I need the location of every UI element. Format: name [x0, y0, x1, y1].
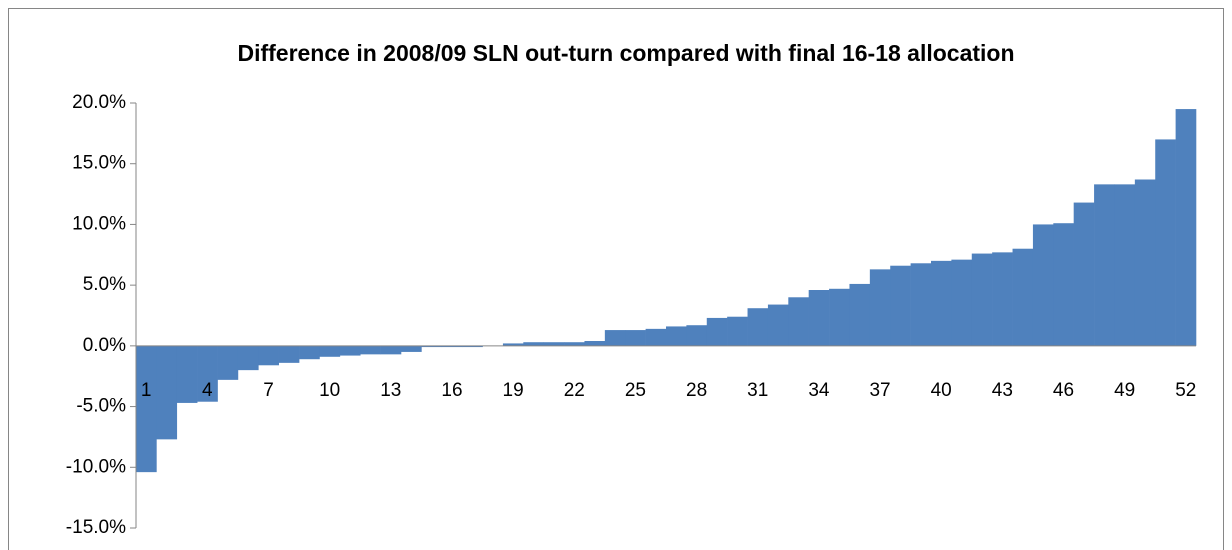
bar [747, 308, 769, 346]
bar [645, 328, 667, 346]
x-tick-label: 22 [564, 380, 585, 401]
bar [278, 345, 300, 363]
bar [197, 345, 218, 402]
bar [421, 345, 443, 348]
bar [523, 342, 544, 346]
chart-title: Difference in 2008/09 SLN out-turn compa… [237, 40, 1014, 66]
x-tick-label: 1 [141, 380, 152, 401]
bar [1134, 179, 1156, 346]
bar [462, 345, 483, 348]
bar [176, 345, 198, 403]
y-tick-label: 0.0% [83, 335, 126, 356]
x-tick-label: 7 [263, 380, 274, 401]
bar [217, 345, 239, 380]
bar [136, 345, 157, 473]
x-tick-label: 46 [1053, 380, 1074, 401]
bar [1053, 223, 1074, 346]
y-tick-label: 10.0% [72, 213, 126, 234]
y-tick-label: 15.0% [72, 153, 126, 174]
x-tick-label: 52 [1175, 380, 1196, 401]
y-tick-label: 20.0% [72, 92, 126, 113]
bar [1032, 224, 1054, 346]
bar [543, 342, 565, 346]
bar [584, 341, 606, 346]
x-tick-label: 13 [380, 380, 401, 401]
bar [1073, 202, 1095, 346]
bar [706, 317, 728, 346]
y-tick-label: -15.0% [66, 517, 126, 538]
x-tick-label: 37 [869, 380, 890, 401]
bar [564, 342, 585, 346]
bar [1175, 109, 1197, 346]
bar [951, 259, 973, 346]
x-tick-label: 28 [686, 380, 707, 401]
x-tick-label: 40 [931, 380, 952, 401]
bar [931, 260, 952, 346]
x-tick-label: 19 [503, 380, 524, 401]
bar [156, 345, 178, 440]
x-tick-label: 4 [202, 380, 213, 401]
y-tick-label: -10.0% [66, 456, 126, 477]
bar [1012, 248, 1034, 346]
y-tick-label: -5.0% [76, 396, 126, 417]
bar [1114, 184, 1136, 346]
bar [401, 345, 422, 352]
bar [971, 253, 993, 346]
bar [686, 325, 708, 346]
bar [441, 345, 463, 348]
y-tick-label: 5.0% [83, 274, 126, 295]
bar [604, 330, 626, 346]
bar [380, 345, 402, 355]
x-tick-label: 25 [625, 380, 646, 401]
bar [319, 345, 341, 357]
bar [788, 297, 809, 346]
bar [890, 265, 911, 346]
bar [1094, 184, 1115, 346]
bar [502, 343, 524, 346]
bar [339, 345, 361, 356]
bar [360, 345, 381, 355]
bar [666, 326, 687, 346]
bar [625, 330, 646, 346]
bar [1155, 139, 1176, 346]
bar [237, 345, 259, 371]
bar [849, 283, 871, 346]
bar [299, 345, 320, 360]
x-tick-label: 16 [441, 380, 462, 401]
bar [767, 304, 789, 346]
x-tick-label: 31 [747, 380, 768, 401]
bar [992, 252, 1013, 346]
bar [910, 263, 932, 346]
x-tick-label: 34 [808, 380, 830, 401]
x-tick-label: 10 [319, 380, 340, 401]
x-tick-label: 49 [1114, 380, 1135, 401]
bar [258, 345, 279, 366]
bar [808, 290, 830, 346]
bar [869, 269, 891, 346]
x-tick-label: 43 [992, 380, 1013, 401]
bar [829, 288, 850, 346]
bar [727, 316, 748, 346]
